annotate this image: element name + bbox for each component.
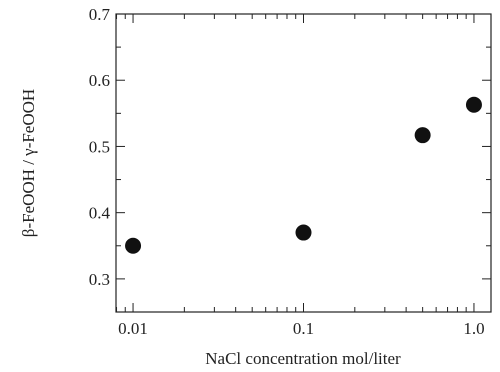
x-axis-title: NaCl concentration mol/liter: [205, 349, 401, 368]
y-axis-ticks: 0.3 0.4 0.5 0.6 0.7: [89, 5, 491, 313]
y-tick-label: 0.6: [89, 71, 110, 90]
data-point: [125, 237, 142, 254]
x-axis-ticks: 0.01 0.1 1.0: [116, 14, 485, 338]
x-tick-label: 1.0: [463, 319, 484, 338]
y-axis-title: β-FeOOH / γ-FeOOH: [19, 89, 38, 237]
plot-frame: [115, 13, 492, 313]
y-tick-label: 0.3: [89, 270, 110, 289]
y-tick-label: 0.7: [89, 5, 111, 24]
y-tick-label: 0.5: [89, 137, 110, 156]
y-tick-label: 0.4: [89, 204, 111, 223]
x-tick-label: 0.1: [293, 319, 314, 338]
x-tick-label: 0.01: [118, 319, 148, 338]
data-point: [414, 127, 431, 144]
data-point: [295, 224, 312, 241]
data-point: [465, 96, 482, 113]
data-points: [125, 96, 482, 254]
